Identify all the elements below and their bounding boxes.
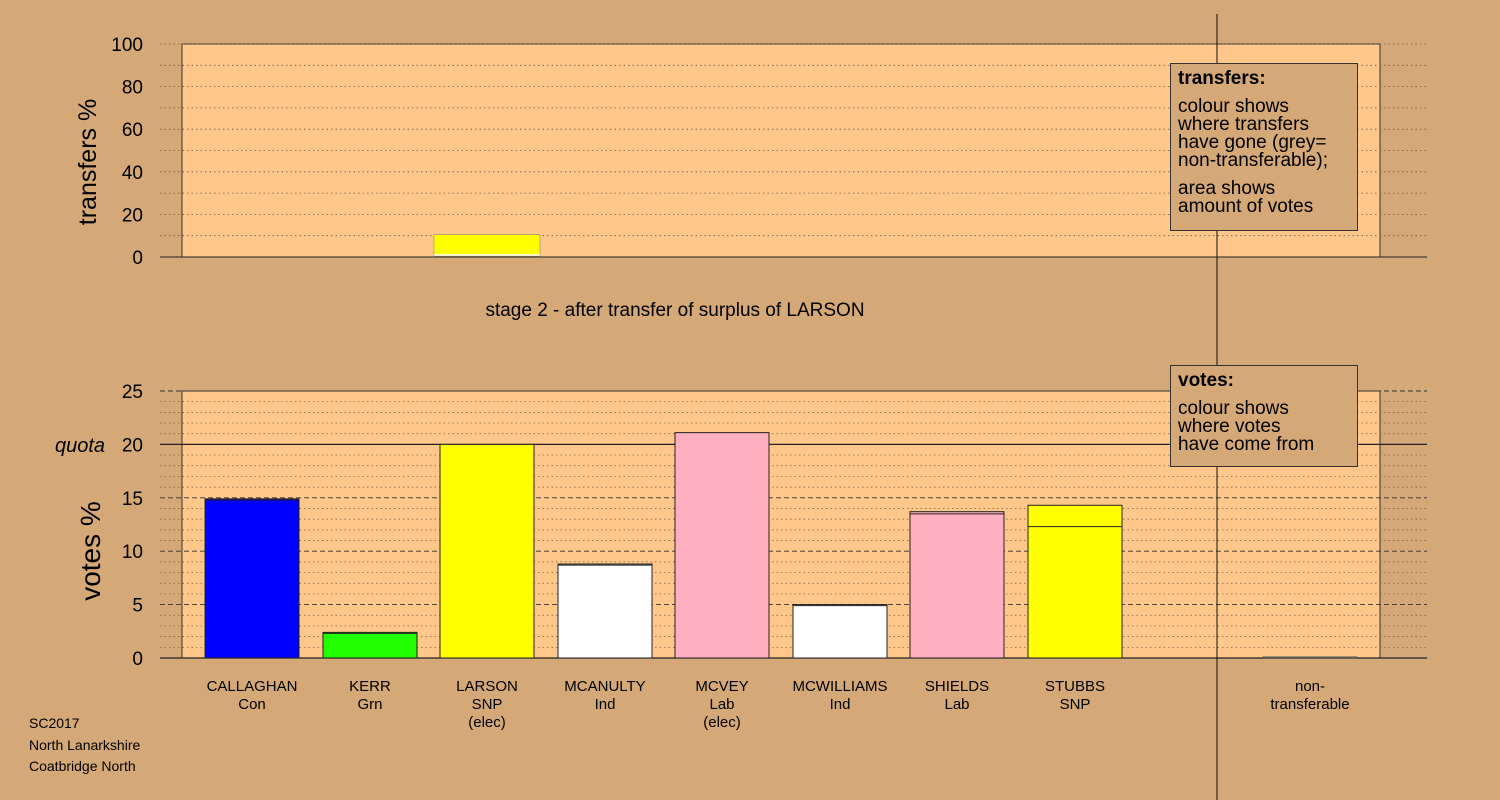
x-tick-label: (elec) — [468, 714, 506, 731]
legend-text: area shows — [1178, 178, 1276, 199]
y-tick-label: 10 — [122, 542, 143, 563]
x-tick-label: STUBBS — [1045, 678, 1105, 695]
y-tick-label: 15 — [122, 489, 143, 510]
quota-label: quota — [55, 435, 105, 457]
x-tick-label: (elec) — [703, 714, 741, 731]
ward-name: Coatbridge North — [29, 758, 136, 774]
x-tick-label: MCANULTY — [564, 678, 645, 695]
x-tick-label: CALLAGHAN — [207, 678, 298, 695]
vote-bar — [322, 631, 418, 659]
election-code: SC2017 — [29, 715, 80, 731]
vote-bar — [557, 563, 653, 659]
x-tick-label: MCWILLIAMS — [792, 678, 887, 695]
council-name: North Lanarkshire — [29, 737, 141, 753]
vote-bar — [204, 498, 300, 659]
x-tick-label: SNP — [1060, 696, 1091, 713]
x-tick-label: MCVEY — [695, 678, 748, 695]
legend-text: colour shows — [1178, 398, 1289, 419]
vote-bar — [792, 604, 888, 659]
legend-text: have come from — [1178, 434, 1315, 455]
transfers-legend: transfers: colour shows where transfers … — [1170, 63, 1358, 231]
y-tick-label: 80 — [122, 78, 143, 99]
x-tick-label: Con — [238, 696, 266, 713]
x-tick-label: Lab — [709, 696, 734, 713]
x-tick-label: Lab — [944, 696, 969, 713]
x-tick-label: KERR — [349, 678, 391, 695]
x-tick-label: Ind — [595, 696, 616, 713]
transfers-legend-title: transfers: — [1178, 68, 1266, 89]
legend-text: have gone (grey= — [1178, 132, 1327, 153]
x-tick-label: LARSON — [456, 678, 518, 695]
x-tick-label: Ind — [830, 696, 851, 713]
legend-text: amount of votes — [1178, 196, 1314, 217]
y-tick-label: 20 — [122, 205, 143, 226]
legend-text: where votes — [1178, 416, 1281, 437]
x-tick-label: Grn — [357, 696, 382, 713]
legend-text: where transfers — [1178, 114, 1309, 135]
non-transferable-label-2: transferable — [1270, 696, 1349, 713]
stage-title: stage 2 - after transfer of surplus of L… — [485, 300, 864, 321]
legend-text: non-transferable); — [1178, 150, 1328, 171]
votes-legend-title: votes: — [1178, 370, 1234, 391]
votes-legend: votes: colour shows where votes have com… — [1170, 365, 1358, 467]
x-axis-labels: CALLAGHANConKERRGrnLARSONSNP(elec)MCANUL… — [207, 678, 1105, 731]
y-tick-label: 40 — [122, 163, 143, 184]
y-tick-label: 20 — [122, 435, 143, 456]
transfer-bar — [433, 234, 541, 257]
legend-text: colour shows — [1178, 96, 1289, 117]
y-tick-label: 100 — [111, 35, 143, 56]
y-tick-label: 5 — [132, 596, 143, 617]
y-tick-label: 0 — [132, 248, 143, 269]
vote-bar — [1027, 504, 1123, 659]
y-tick-label: 60 — [122, 120, 143, 141]
votes-axis-label: votes % — [75, 501, 106, 601]
transfers-axis-label: transfers % — [74, 99, 102, 225]
vote-bar — [439, 443, 535, 659]
y-tick-label: 25 — [122, 382, 143, 403]
x-tick-label: SNP — [472, 696, 503, 713]
vote-bar — [909, 511, 1005, 659]
y-tick-label: 0 — [132, 649, 143, 670]
vote-bar — [674, 432, 770, 659]
non-transferable-label-1: non- — [1295, 678, 1325, 695]
non-transferable-bar — [1262, 656, 1358, 659]
x-tick-label: SHIELDS — [925, 678, 989, 695]
